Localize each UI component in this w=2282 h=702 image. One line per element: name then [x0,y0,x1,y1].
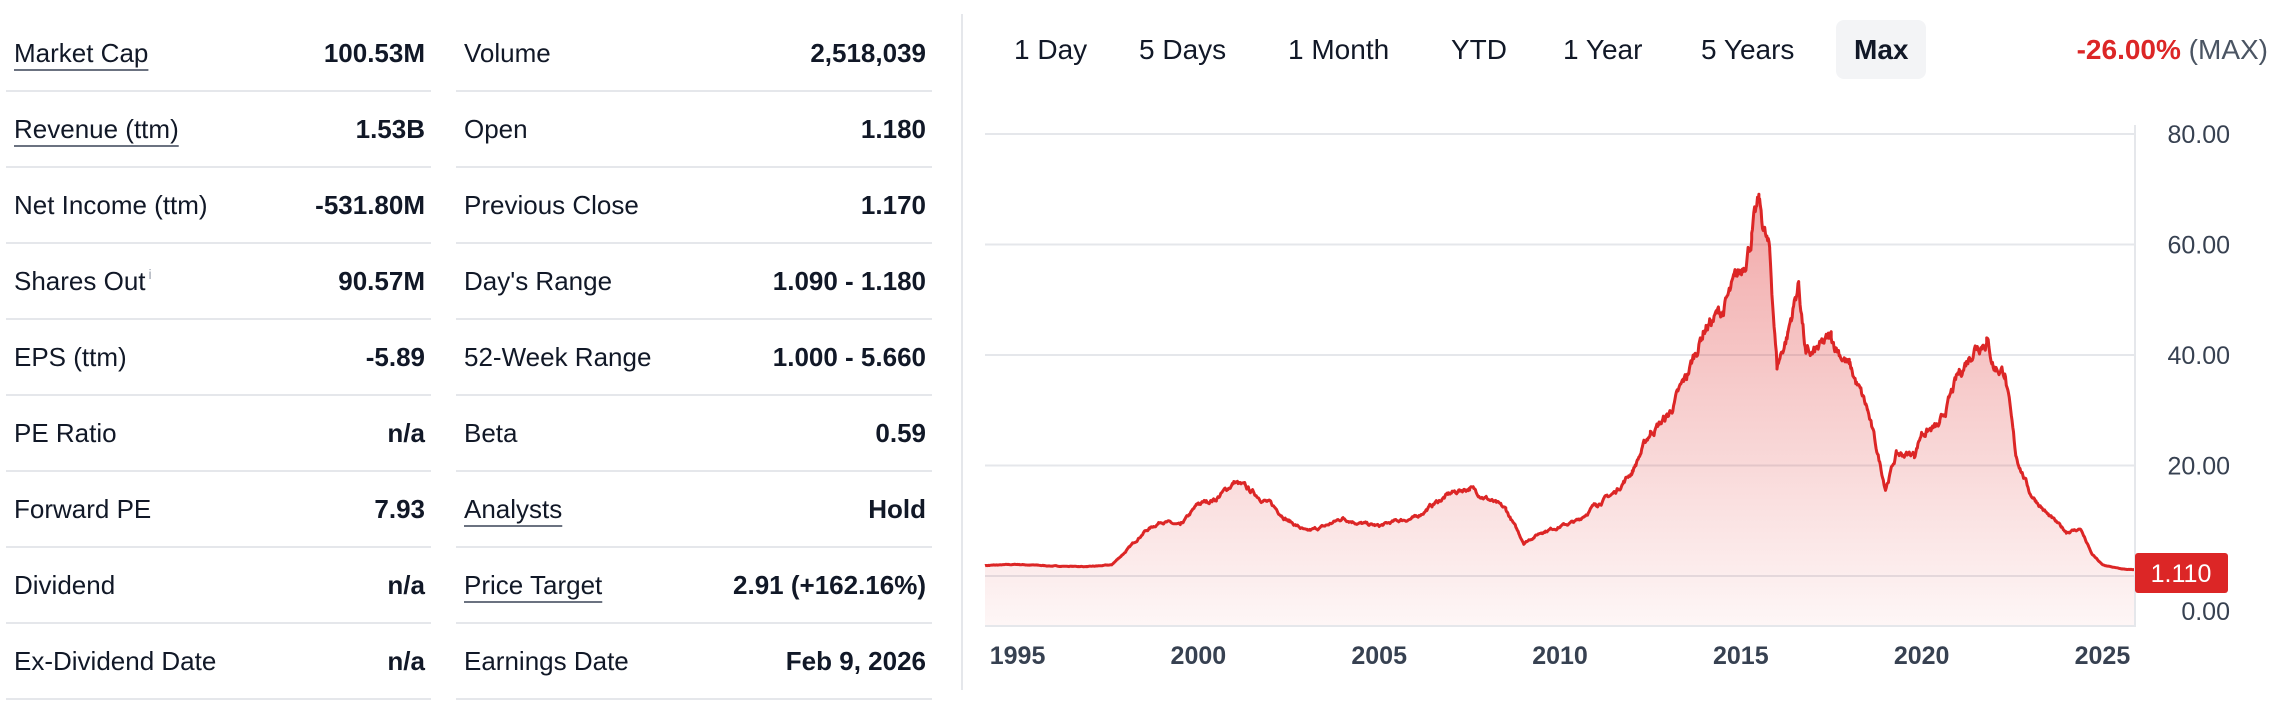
stat-value: 2.91 (+162.16%) [733,569,926,600]
price-area [985,194,2135,626]
stat-value: 1.53B [355,113,425,144]
stat-value: 1.180 [860,113,926,144]
stats-table-right: Volume 2,518,039 Open 1.180 Previous Close 1.… [456,16,932,700]
x-tick-label: 1995 [990,642,1046,670]
stat-label: PE Ratio [14,417,117,448]
tab-max[interactable]: Max [1836,20,1927,79]
stat-row: Dividend n/a [6,548,431,624]
stat-value: n/a [387,645,425,676]
stat-label[interactable]: Analysts [464,493,563,524]
x-tick-label: 2005 [1351,642,1407,670]
stat-label: Volume [464,37,551,68]
stat-value: 1.090 - 1.180 [772,265,926,296]
stat-value: 90.57M [338,265,425,296]
stat-row: Day's Range 1.090 - 1.180 [456,244,932,320]
stats-table-left: Market Cap 100.53M Revenue (ttm) 1.53B Net I… [6,16,431,700]
divider [961,14,963,690]
y-tick-label: 60.00 [2167,232,2230,260]
price-line [984,192,2137,572]
last-price-label: 1.110 [2151,560,2212,588]
stat-value: 0.59 [875,417,926,448]
last-price-badge [2135,553,2228,593]
stat-row: Previous Close 1.170 [456,168,932,244]
stat-row: Analysts Hold [456,472,932,548]
stat-value: 2,518,039 [810,37,926,68]
stat-row: Ex-Dividend Date n/a [6,624,431,700]
stat-label[interactable]: Price Target [464,569,603,600]
stat-row: Shares Out i 90.57M [6,244,431,320]
stat-value: n/a [387,417,425,448]
tab-5-years[interactable]: 5 Years [1701,34,1795,65]
x-tick-label: 2020 [1894,642,1950,670]
stat-label[interactable]: Market Cap [14,37,149,68]
change-period: (MAX) [2188,34,2268,65]
stat-row: Revenue (ttm) 1.53B [6,92,431,168]
stat-value: Feb 9, 2026 [785,645,926,676]
x-tick-label: 2015 [1713,642,1769,670]
stat-row: Open 1.180 [456,92,932,168]
stat-label: Ex-Dividend Date [14,645,217,676]
tab-5-days[interactable]: 5 Days [1139,34,1227,65]
stat-row: Volume 2,518,039 [456,16,932,92]
stat-label: Previous Close [464,189,639,220]
stat-value: 1.000 - 5.660 [772,341,926,372]
stat-label: Beta [464,417,518,448]
stat-value: n/a [387,569,425,600]
stat-label: Day's Range [464,265,613,296]
price-change: -26.00% (MAX) [2077,20,2268,79]
stat-row: EPS (ttm) -5.89 [6,320,431,396]
stat-label: 52-Week Range [464,341,652,372]
stat-row: PE Ratio n/a [6,396,431,472]
change-percent: -26.00% [2076,34,2181,65]
stat-value: -5.89 [365,341,425,372]
y-tick-label: 40.00 [2167,342,2230,370]
y-tick-label: 80.00 [2167,121,2230,149]
stat-row: Price Target 2.91 (+162.16%) [456,548,932,624]
stat-row: 52-Week Range 1.000 - 5.660 [456,320,932,396]
tab-1-day[interactable]: 1 Day [1014,34,1088,65]
stat-row: Market Cap 100.53M [6,16,431,92]
stat-value: 100.53M [323,37,425,68]
stat-label: Shares Out [14,265,146,296]
stat-label: Earnings Date [464,645,629,676]
y-tick-label: 20.00 [2167,453,2230,481]
stat-label: Net Income (ttm) [14,189,208,220]
stat-label: Open [464,113,528,144]
stat-row: Net Income (ttm) -531.80M [6,168,431,244]
tab-ytd[interactable]: YTD [1451,34,1507,65]
tab-1-year[interactable]: 1 Year [1563,34,1643,65]
stat-label-wrap: Shares Out i [6,266,152,297]
stat-label[interactable]: Revenue (ttm) [14,113,179,144]
stat-row: Earnings Date Feb 9, 2026 [456,624,932,700]
y-tick-label: 0.00 [2181,598,2230,626]
stat-label: Dividend [14,569,116,600]
stat-row: Beta 0.59 [456,396,932,472]
stat-label: EPS (ttm) [14,341,127,372]
tab-1-month[interactable]: 1 Month [1288,34,1390,65]
info-icon[interactable]: i [148,265,152,282]
stat-value: 1.170 [860,189,926,220]
stat-value: -531.80M [315,189,425,220]
stat-value: 7.93 [374,493,425,524]
x-tick-label: 2025 [2075,642,2131,670]
x-tick-label: 2010 [1532,642,1588,670]
stat-value: Hold [868,493,926,524]
stat-row: Forward PE 7.93 [6,472,431,548]
stat-label: Forward PE [14,493,152,524]
x-tick-label: 2000 [1171,642,1227,670]
